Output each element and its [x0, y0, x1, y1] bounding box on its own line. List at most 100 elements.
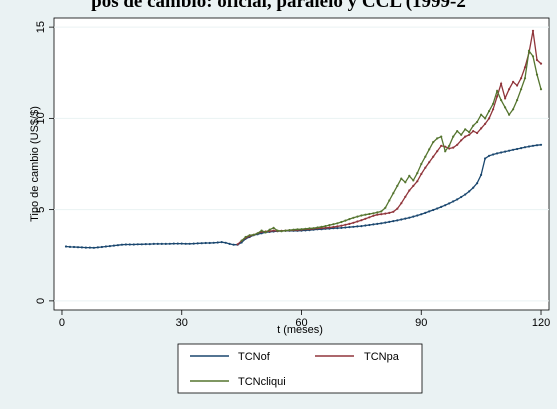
point-tcncliqui-58: [292, 228, 295, 231]
x-tick-label-90: 90: [415, 317, 427, 329]
point-tcncliqui-87: [408, 174, 411, 177]
point-tcncliqui-62: [308, 227, 311, 230]
legend: TCNof TCNpa TCNcliqui: [177, 343, 423, 394]
point-tcncliqui-74: [356, 215, 359, 218]
point-tcnpa-84: [396, 207, 399, 210]
point-tcncliqui-56: [284, 229, 287, 232]
point-tcnof-19: [136, 243, 139, 246]
point-tcnof-79: [376, 222, 379, 225]
point-tcnof-114: [516, 147, 519, 151]
point-tcnpa-77: [368, 216, 371, 219]
point-tcnpa-111: [504, 97, 507, 100]
point-tcnpa-107: [488, 117, 491, 120]
x-axis: 0 30 60 90 120: [59, 310, 550, 329]
point-tcnpa-97: [448, 147, 451, 150]
point-tcncliqui-86: [404, 181, 407, 184]
point-tcnpa-95: [440, 144, 443, 147]
point-tcncliqui-57: [288, 229, 291, 232]
point-tcncliqui-98: [452, 135, 455, 138]
point-tcnof-113: [511, 148, 515, 151]
point-tcnpa-100: [460, 139, 463, 142]
point-tcnof-86: [404, 217, 407, 220]
point-tcncliqui-107: [488, 110, 491, 113]
point-tcnof-74: [356, 225, 359, 228]
point-tcncliqui-76: [364, 213, 367, 216]
point-tcncliqui-113: [511, 108, 515, 111]
point-tcncliqui-104: [476, 120, 479, 124]
point-tcncliqui-47: [248, 234, 251, 237]
point-tcnof-98: [452, 200, 455, 203]
point-tcnof-41: [224, 241, 227, 244]
point-tcnof-108: [492, 153, 495, 156]
point-tcnof-75: [360, 225, 363, 228]
point-tcnof-18: [132, 243, 135, 246]
legend-box: [177, 343, 423, 394]
point-tcncliqui-85: [400, 177, 403, 180]
point-tcnpa-74: [356, 220, 359, 223]
point-tcncliqui-120: [539, 88, 543, 91]
point-tcncliqui-73: [352, 216, 355, 219]
point-tcnof-7: [88, 246, 91, 249]
point-tcnof-100: [460, 195, 463, 199]
point-tcncliqui-106: [484, 117, 487, 120]
point-tcnpa-93: [432, 155, 435, 158]
point-tcnof-77: [368, 223, 371, 227]
point-tcnof-71: [344, 226, 347, 229]
x-axis-label: t (meses): [277, 324, 323, 336]
point-tcncliqui-101: [464, 128, 467, 131]
point-tcnof-105: [480, 173, 483, 176]
point-tcnof-101: [464, 193, 467, 196]
point-tcnof-3: [72, 245, 76, 249]
point-tcncliqui-75: [360, 214, 363, 217]
point-tcnof-38: [212, 241, 215, 244]
point-tcncliqui-84: [396, 184, 399, 187]
point-tcnof-30: [180, 242, 183, 245]
point-tcncliqui-103: [472, 124, 475, 127]
point-tcnpa-75: [360, 219, 363, 222]
point-tcnpa-72: [348, 222, 351, 225]
point-tcncliqui-68: [332, 223, 335, 226]
point-tcnpa-87: [408, 189, 411, 192]
point-tcnpa-88: [412, 184, 415, 187]
point-tcnpa-99: [456, 143, 459, 146]
point-tcncliqui-115: [520, 88, 523, 91]
point-tcnof-13: [112, 244, 115, 247]
point-tcnof-15: [120, 243, 123, 246]
point-tcncliqui-100: [460, 133, 463, 136]
point-tcnpa-73: [352, 221, 355, 224]
point-tcnof-94: [436, 207, 439, 210]
point-tcnof-33: [192, 242, 195, 245]
point-tcnof-16: [124, 243, 127, 246]
point-tcncliqui-109: [496, 89, 499, 93]
point-tcncliqui-111: [504, 106, 507, 109]
point-tcnpa-110: [500, 82, 503, 85]
y-tick-label-5: 5: [35, 207, 47, 213]
point-tcncliqui-46: [244, 235, 247, 239]
point-tcnpa-76: [364, 217, 367, 220]
point-tcnpa-89: [416, 180, 419, 183]
point-tcnof-91: [424, 211, 427, 214]
point-tcnpa-116: [523, 66, 527, 69]
point-tcncliqui-99: [456, 130, 459, 133]
point-tcncliqui-116: [523, 77, 527, 80]
y-tick-label-15: 15: [35, 21, 47, 33]
point-tcnpa-118: [531, 29, 535, 32]
point-tcnof-89: [416, 214, 419, 217]
point-tcnof-116: [523, 146, 527, 149]
point-tcnpa-102: [468, 133, 471, 136]
point-tcncliqui-82: [388, 199, 391, 202]
point-tcnof-5: [80, 246, 83, 249]
point-tcnpa-113: [511, 80, 515, 83]
point-tcnof-104: [476, 182, 479, 185]
point-tcncliqui-108: [492, 102, 495, 105]
point-tcnpa-91: [424, 166, 427, 169]
point-tcnpa-106: [484, 122, 487, 125]
point-tcncliqui-49: [256, 232, 259, 235]
point-tcncliqui-88: [412, 179, 415, 182]
point-tcnof-10: [100, 245, 103, 249]
series-line-tcncliqui: [241, 49, 542, 242]
point-tcncliqui-97: [448, 144, 451, 147]
point-tcncliqui-90: [420, 162, 423, 166]
point-tcnof-8: [92, 246, 95, 249]
point-tcnof-4: [76, 246, 80, 249]
